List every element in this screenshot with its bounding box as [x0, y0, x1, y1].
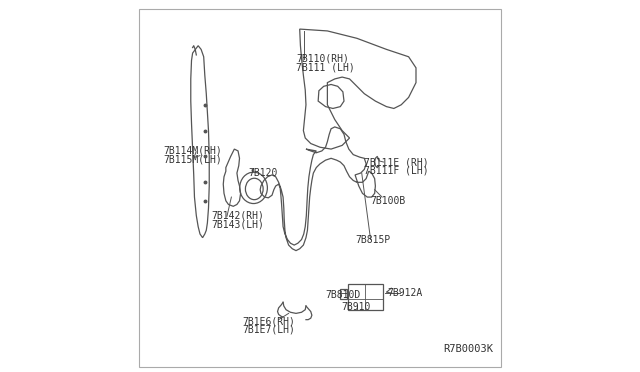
Text: 7B910: 7B910 — [341, 302, 371, 312]
Bar — [340, 289, 347, 299]
Text: 7B815P: 7B815P — [355, 234, 390, 244]
Text: 7B1E7(LH): 7B1E7(LH) — [243, 325, 295, 335]
Text: R7B0003K: R7B0003K — [444, 344, 493, 354]
Text: 7B1E6(RH): 7B1E6(RH) — [243, 317, 295, 327]
Text: 7B120: 7B120 — [248, 168, 277, 178]
Bar — [348, 284, 383, 310]
Text: 7B111F (LH): 7B111F (LH) — [364, 165, 428, 175]
Text: 7B810D: 7B810D — [326, 290, 361, 300]
Text: 7B100B: 7B100B — [370, 196, 405, 206]
Text: 7B142(RH): 7B142(RH) — [211, 211, 264, 221]
Text: 7B110(RH): 7B110(RH) — [296, 54, 349, 64]
Text: 7B111 (LH): 7B111 (LH) — [296, 62, 355, 72]
Text: 7B912A: 7B912A — [388, 288, 423, 298]
Text: 7B114M(RH): 7B114M(RH) — [163, 146, 222, 156]
Text: 7B111E (RH): 7B111E (RH) — [364, 157, 428, 167]
Text: 7B143(LH): 7B143(LH) — [211, 219, 264, 229]
Text: 7B115M(LH): 7B115M(LH) — [163, 154, 222, 164]
